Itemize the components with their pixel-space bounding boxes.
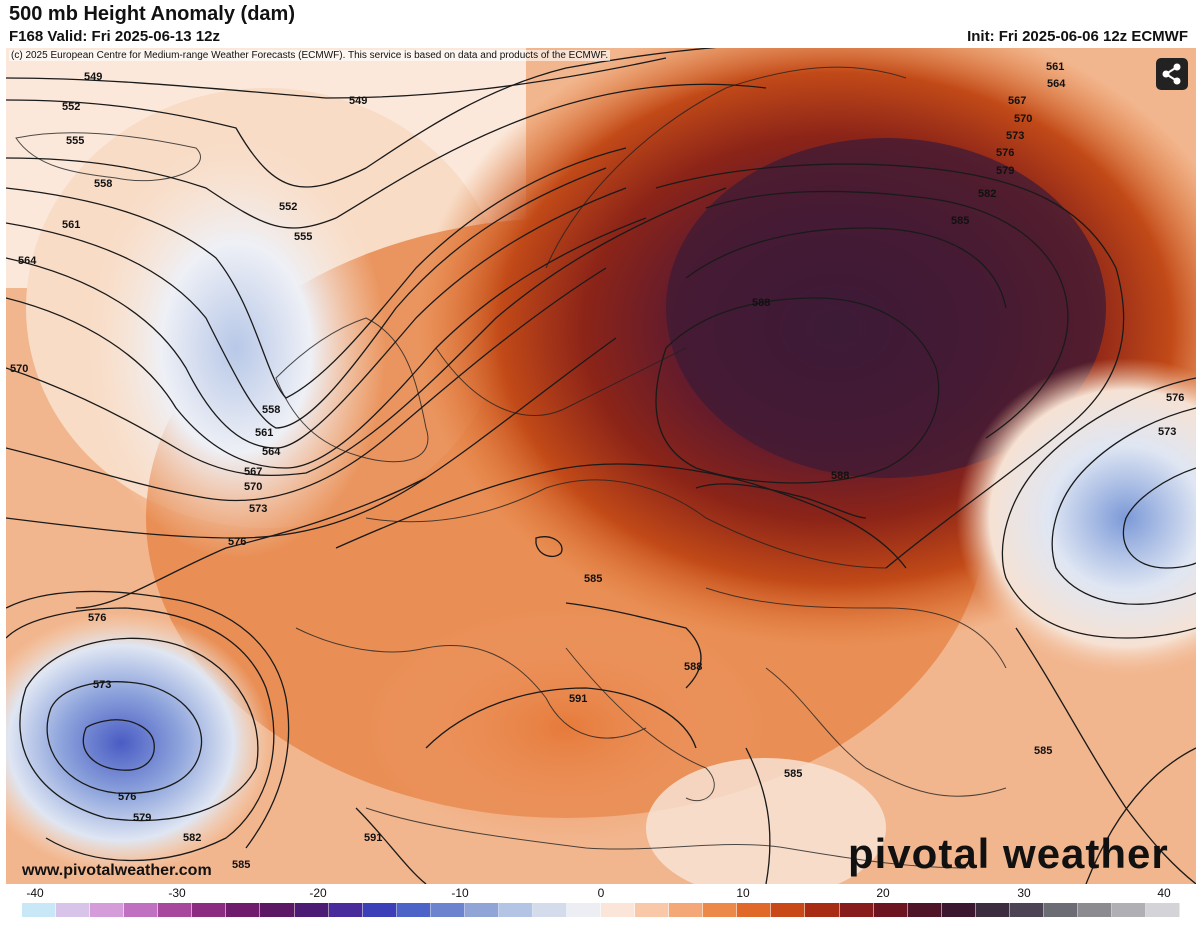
contour-label: 576 xyxy=(88,612,106,624)
colorbar-swatch xyxy=(567,903,602,917)
colorbar-tick: 10 xyxy=(736,886,750,900)
colorbar-tick: 0 xyxy=(597,886,605,900)
site-url[interactable]: www.pivotalweather.com xyxy=(22,862,212,879)
contour-label: 591 xyxy=(569,693,587,705)
copyright-text: (c) 2025 European Centre for Medium-rang… xyxy=(9,50,611,61)
colorbar-swatch xyxy=(328,903,363,917)
colorbar-swatch xyxy=(158,903,193,917)
colorbar-tick: -40 xyxy=(26,886,44,900)
colorbar-swatch xyxy=(635,903,670,917)
contour-label: 576 xyxy=(1166,392,1184,404)
colorbar-tick: 40 xyxy=(1157,886,1171,900)
contour-label: 573 xyxy=(1006,130,1024,142)
contour-label: 555 xyxy=(294,231,312,243)
contour-label: 552 xyxy=(62,101,80,113)
contour-label: 549 xyxy=(84,71,102,83)
contour-label: 573 xyxy=(1158,426,1176,438)
colorbar-tick: -20 xyxy=(309,886,327,900)
contour-label: 564 xyxy=(18,255,37,267)
contour-label: 585 xyxy=(232,859,250,871)
contour-label: 561 xyxy=(62,219,80,231)
colorbar-labels: -40 -30 -20 -10 0 10 20 30 40 xyxy=(0,884,1200,902)
contour-label: 561 xyxy=(1046,61,1064,73)
contour-label: 588 xyxy=(684,661,702,673)
contour-label: 564 xyxy=(1047,78,1066,90)
contour-label: 591 xyxy=(364,832,382,844)
colorbar-swatch xyxy=(669,903,704,917)
contour-label: 570 xyxy=(10,363,28,375)
share-button[interactable] xyxy=(1156,58,1188,90)
header: 500 mb Height Anomaly (dam) F168 Valid: … xyxy=(0,0,1200,48)
weather-map[interactable]: 549 549 552 552 555 555 558 558 561 561 … xyxy=(6,48,1196,884)
colorbar-swatch xyxy=(1077,903,1112,917)
colorbar-swatch xyxy=(1009,903,1044,917)
colorbar-tick: 30 xyxy=(1017,886,1031,900)
page-title: 500 mb Height Anomaly (dam) xyxy=(9,3,295,25)
contour-label: 582 xyxy=(183,832,201,844)
contour-label: 579 xyxy=(996,165,1014,177)
colorbar-swatch xyxy=(1043,903,1078,917)
colorbar-swatch xyxy=(124,903,159,917)
colorbar-swatch xyxy=(737,903,772,917)
colorbar-swatch xyxy=(805,903,840,917)
colorbar-swatch xyxy=(839,903,874,917)
colorbar-swatch xyxy=(22,903,57,917)
colorbar-swatch xyxy=(396,903,431,917)
contour-label: 573 xyxy=(93,679,111,691)
colorbar-swatch xyxy=(975,903,1010,917)
colorbar-swatch xyxy=(226,903,261,917)
colorbar-tick: 20 xyxy=(876,886,890,900)
colorbar-swatch xyxy=(56,903,91,917)
contour-label: 576 xyxy=(996,147,1014,159)
colorbar-swatch xyxy=(362,903,397,917)
brand-logo: pivotal weather xyxy=(848,830,1169,877)
contour-label: 585 xyxy=(784,768,802,780)
contour-label: 576 xyxy=(118,791,136,803)
colorbar-swatch xyxy=(260,903,295,917)
contour-label: 585 xyxy=(584,573,602,585)
colorbar-swatch xyxy=(294,903,329,917)
contour-label: 570 xyxy=(244,481,262,493)
colorbar-swatch xyxy=(192,903,227,917)
contour-label: 561 xyxy=(255,427,273,439)
colorbar-swatch xyxy=(90,903,125,917)
colorbar-swatch xyxy=(1112,903,1147,917)
contour-label: 582 xyxy=(978,188,996,200)
contour-label: 573 xyxy=(249,503,267,515)
contour-label: 570 xyxy=(1014,113,1032,125)
contour-label: 564 xyxy=(262,446,281,458)
colorbar-swatch xyxy=(1146,903,1181,917)
colorbar-swatch xyxy=(941,903,976,917)
contour-label: 555 xyxy=(66,135,84,147)
contour-label: 585 xyxy=(951,215,969,227)
colorbar-tick: -10 xyxy=(451,886,469,900)
contour-label: 558 xyxy=(262,404,280,416)
contour-label: 549 xyxy=(349,95,367,107)
contour-label: 588 xyxy=(752,297,770,309)
map-canvas: 549 549 552 552 555 555 558 558 561 561 … xyxy=(6,48,1196,884)
contour-label: 567 xyxy=(244,466,262,478)
contour-label: 579 xyxy=(133,812,151,824)
init-time: Init: Fri 2025-06-06 12z ECMWF xyxy=(967,28,1188,45)
colorbar-swatch xyxy=(601,903,636,917)
contour-label: 567 xyxy=(1008,95,1026,107)
contour-label: 576 xyxy=(228,536,246,548)
valid-time: F168 Valid: Fri 2025-06-13 12z xyxy=(9,28,220,45)
contour-label: 585 xyxy=(1034,745,1052,757)
share-icon xyxy=(1162,63,1181,85)
colorbar-swatch xyxy=(771,903,806,917)
colorbar-swatch xyxy=(464,903,499,917)
colorbar-swatch xyxy=(703,903,738,917)
contour-label: 558 xyxy=(94,178,112,190)
contour-label: 552 xyxy=(279,201,297,213)
colorbar-swatch xyxy=(498,903,533,917)
colorbar-tick: -30 xyxy=(168,886,186,900)
colorbar-swatch xyxy=(873,903,908,917)
contour-label: 588 xyxy=(831,470,849,482)
colorbar-swatch xyxy=(907,903,942,917)
colorbar-swatch xyxy=(430,903,465,917)
colorbar-swatch xyxy=(532,903,567,917)
colorbar xyxy=(22,903,1181,917)
